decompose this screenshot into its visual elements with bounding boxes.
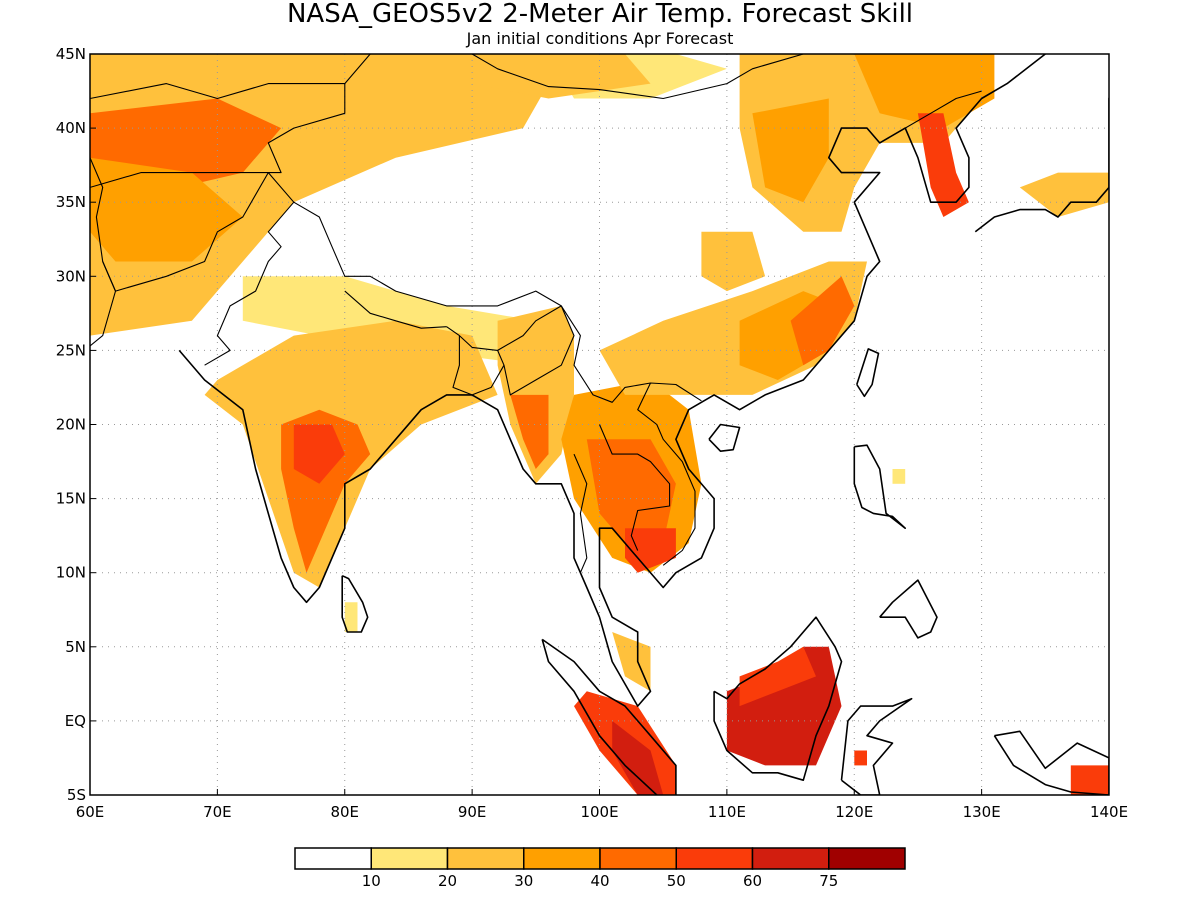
lon-tick-label: 100E	[580, 803, 618, 821]
mindanao-coast	[879, 579, 938, 639]
thai-myanmar	[573, 453, 588, 573]
iran-border	[90, 157, 117, 347]
japan-coast	[974, 95, 1109, 233]
lat-tick-label: 45N	[56, 45, 86, 63]
colorbar-label: 50	[667, 872, 686, 890]
colorbar-swatch	[523, 847, 601, 870]
lon-tick-label: 110E	[708, 803, 746, 821]
lon-tick-label: 90E	[458, 803, 487, 821]
map-title: NASA_GEOS5v2 2-Meter Air Temp. Forecast …	[287, 0, 913, 29]
skill-region-india-core-hot	[293, 424, 345, 484]
nepal-india	[344, 290, 447, 329]
india-coast	[178, 349, 473, 604]
vietnam-laos	[637, 382, 696, 566]
lat-tick-label: 35N	[56, 193, 86, 211]
colorbar-swatch	[675, 847, 754, 870]
colorbar-label: 60	[743, 872, 762, 890]
china-mongolia	[471, 54, 804, 100]
lat-tick-label: 15N	[56, 490, 86, 508]
northeast-india	[497, 305, 575, 396]
colorbar-swatch	[599, 847, 677, 870]
lat-tick-label: 40N	[56, 119, 86, 137]
lat-tick-label: EQ	[65, 712, 86, 730]
skill-region-philippines-spot	[892, 469, 906, 484]
lat-tick-label: 5S	[67, 786, 86, 804]
himalaya	[293, 201, 562, 307]
kazakh-border	[90, 54, 371, 100]
luzon-coast	[853, 444, 907, 530]
latitude-axis: 45N 40N 35N 30N 25N 20N 15N 10N 5N EQ 5S	[56, 45, 96, 804]
skill-region-myanmar-core	[510, 394, 549, 469]
map-subtitle: Jan initial conditions Apr Forecast	[466, 29, 734, 48]
skill-region-mongolia-core	[472, 54, 651, 99]
bangladesh	[446, 326, 505, 396]
sumatra-coast	[541, 638, 677, 795]
lat-tick-label: 25N	[56, 341, 86, 359]
skill-region-sumatra-core	[612, 720, 664, 795]
borneo-coast	[713, 616, 843, 782]
taiwan-coast	[856, 348, 880, 398]
lon-tick-label: 130E	[963, 803, 1001, 821]
china-central-asia	[267, 83, 346, 174]
colorbar-swatch	[751, 847, 830, 870]
skill-region-fujian-hot	[790, 276, 855, 366]
skill-region-new-guinea	[1070, 765, 1109, 795]
lon-tick-label: 140E	[1090, 803, 1128, 821]
colorbar-swatch	[446, 847, 525, 870]
colorbar-label: 20	[438, 872, 457, 890]
skill-region-korea	[917, 113, 969, 217]
lon-tick-label: 60E	[76, 803, 105, 821]
skill-region-central-china-spots	[701, 231, 766, 292]
myanmar-china	[560, 305, 702, 403]
colorbar-label: 40	[590, 872, 609, 890]
skill-region-manchuria	[854, 54, 995, 129]
colorbar-label: 10	[362, 872, 381, 890]
colorbar-label: 30	[514, 872, 533, 890]
lon-tick-label: 70E	[203, 803, 232, 821]
skill-region-sri-lanka	[344, 602, 358, 632]
skill-region-borneo-edge	[739, 646, 816, 707]
sulawesi-coast	[840, 697, 913, 795]
china-korea	[904, 90, 982, 129]
colorbar-swatch	[828, 847, 906, 870]
border-layer	[90, 54, 982, 573]
hainan-coast	[708, 423, 741, 453]
colorbar: 10 20 30 40 50 60 75	[294, 847, 906, 890]
skill-region-north-china-core	[752, 98, 829, 203]
lon-tick-label: 80E	[330, 803, 359, 821]
skill-region-malaya-strip	[612, 632, 651, 692]
lat-tick-label: 30N	[56, 267, 86, 285]
colorbar-swatch	[370, 847, 449, 870]
skill-region-sulawesi-spot	[854, 750, 867, 766]
lat-tick-label: 5N	[65, 638, 86, 656]
afghan-border	[90, 172, 269, 292]
skill-region-central-asia-core2	[90, 157, 243, 262]
lat-tick-label: 10N	[56, 564, 86, 582]
thai-laos	[598, 424, 671, 551]
colorbar-swatch	[294, 847, 372, 870]
longitude-axis: 60E 70E 80E 90E 100E 110E 120E 130E 140E	[76, 789, 1128, 821]
pakistan-india	[204, 172, 295, 366]
lat-tick-label: 20N	[56, 416, 86, 434]
lon-tick-label: 120E	[835, 803, 873, 821]
sri-lanka-coast	[341, 574, 369, 633]
new-guinea-coast	[993, 730, 1109, 795]
skill-region-cambodia-hot	[625, 528, 676, 573]
colorbar-label: 75	[819, 872, 838, 890]
skill-region-japan-spot	[1019, 172, 1109, 217]
